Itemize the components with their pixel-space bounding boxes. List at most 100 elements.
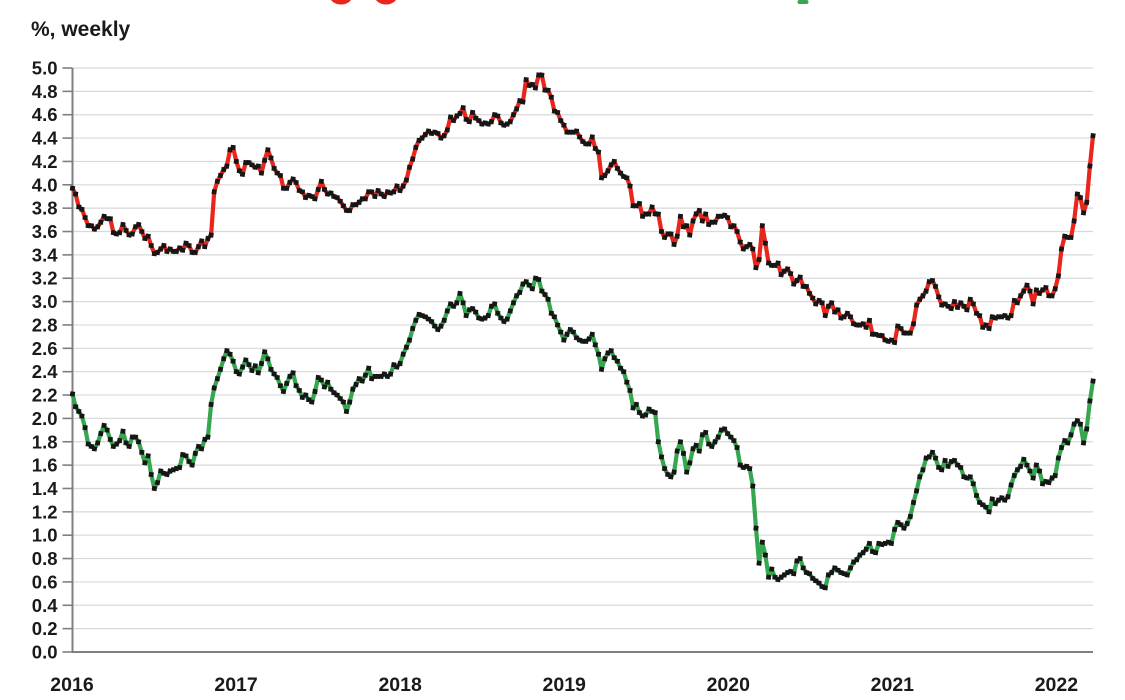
- data-point-marker: [1043, 284, 1049, 291]
- data-point-marker: [951, 457, 958, 464]
- data-point-marker: [183, 453, 189, 459]
- data-point-marker: [1017, 293, 1024, 299]
- data-point-marker: [586, 336, 592, 342]
- data-point-marker: [948, 305, 955, 312]
- data-point-marker: [759, 222, 766, 229]
- data-point-marker: [350, 386, 356, 392]
- y-tick-label: 2.0: [32, 408, 58, 429]
- data-point-marker: [132, 434, 139, 440]
- data-point-marker: [737, 239, 743, 245]
- data-point-marker: [822, 585, 829, 591]
- data-point-marker: [220, 356, 227, 362]
- data-point-marker: [753, 264, 759, 271]
- data-point-marker: [976, 312, 983, 319]
- data-point-marker: [787, 270, 794, 277]
- data-point-marker: [82, 424, 88, 431]
- data-point-marker: [255, 163, 262, 169]
- y-tick-label: 4.2: [32, 151, 58, 172]
- data-point-marker: [148, 471, 154, 478]
- data-point-marker: [98, 219, 104, 225]
- data-point-marker: [806, 570, 813, 577]
- data-point-marker: [1014, 300, 1021, 306]
- data-point-marker: [69, 185, 76, 192]
- data-point-marker: [907, 330, 914, 336]
- data-point-marker: [964, 307, 970, 313]
- data-point-marker: [1033, 462, 1040, 468]
- data-point-marker: [321, 186, 328, 193]
- data-point-marker: [633, 401, 640, 408]
- data-point-marker: [94, 440, 101, 446]
- data-point-marker: [939, 467, 945, 473]
- x-tick-label: 2016: [50, 674, 94, 696]
- data-point-marker: [362, 196, 369, 202]
- data-point-marker: [198, 446, 205, 452]
- data-point-marker: [687, 460, 693, 466]
- data-point-marker: [1046, 479, 1052, 486]
- data-point-marker: [283, 380, 290, 387]
- data-point-marker: [507, 308, 514, 314]
- data-point-marker: [844, 572, 851, 578]
- data-point-marker: [658, 454, 665, 460]
- data-point-marker: [457, 110, 463, 117]
- data-point-marker: [573, 128, 580, 134]
- data-point-marker: [913, 488, 920, 494]
- data-point-marker: [929, 449, 936, 456]
- data-point-marker: [381, 193, 388, 200]
- y-tick-label: 0.6: [32, 571, 58, 592]
- data-point-marker: [517, 289, 523, 296]
- data-point-marker: [866, 540, 873, 547]
- data-point-marker: [920, 293, 926, 299]
- data-point-marker: [409, 156, 416, 162]
- data-point-marker: [283, 185, 290, 192]
- data-point-marker: [929, 277, 936, 284]
- data-point-marker: [290, 370, 296, 376]
- data-point-marker: [1052, 286, 1058, 292]
- data-point-marker: [595, 149, 602, 155]
- cropped-title-fragment: [376, 0, 396, 5]
- y-tick-label: 1.6: [32, 455, 58, 476]
- data-point-marker: [592, 342, 599, 348]
- data-point-marker: [211, 385, 217, 391]
- data-point-marker: [340, 399, 347, 405]
- data-point-marker: [72, 403, 79, 410]
- data-point-marker: [441, 317, 447, 324]
- data-point-marker: [624, 175, 630, 181]
- data-point-marker: [116, 437, 123, 444]
- data-point-marker: [192, 450, 199, 457]
- data-point-marker: [1068, 234, 1074, 241]
- y-tick-label: 3.0: [32, 291, 58, 312]
- data-point-marker: [268, 155, 274, 161]
- data-point-marker: [397, 360, 403, 367]
- data-point-marker: [627, 183, 633, 189]
- data-point-marker: [1030, 475, 1036, 481]
- data-point-marker: [239, 364, 246, 370]
- data-point-marker: [403, 177, 410, 183]
- data-point-marker: [910, 499, 917, 506]
- data-point-marker: [230, 144, 236, 151]
- data-point-marker: [466, 118, 473, 125]
- data-point-marker: [441, 132, 447, 139]
- y-tick-label: 0.4: [32, 595, 58, 616]
- data-point-marker: [435, 130, 441, 137]
- data-point-marker: [935, 294, 942, 300]
- data-point-marker: [696, 207, 703, 214]
- data-point-marker: [879, 332, 885, 339]
- data-point-marker: [488, 118, 495, 125]
- data-point-marker: [557, 329, 564, 335]
- data-point-marker: [1030, 301, 1036, 307]
- data-point-marker: [1024, 462, 1030, 468]
- data-point-marker: [120, 428, 126, 434]
- data-point-marker: [82, 214, 88, 221]
- data-point-marker: [680, 450, 687, 457]
- data-point-marker: [652, 409, 658, 416]
- data-point-marker: [945, 463, 951, 470]
- data-point-marker: [1090, 378, 1096, 384]
- data-point-marker: [614, 165, 621, 172]
- data-point-marker: [318, 178, 325, 185]
- data-point-marker: [554, 322, 561, 328]
- data-point-marker: [324, 379, 331, 385]
- data-point-marker: [828, 569, 835, 576]
- data-point-marker: [1055, 273, 1062, 279]
- data-point-marker: [485, 312, 492, 319]
